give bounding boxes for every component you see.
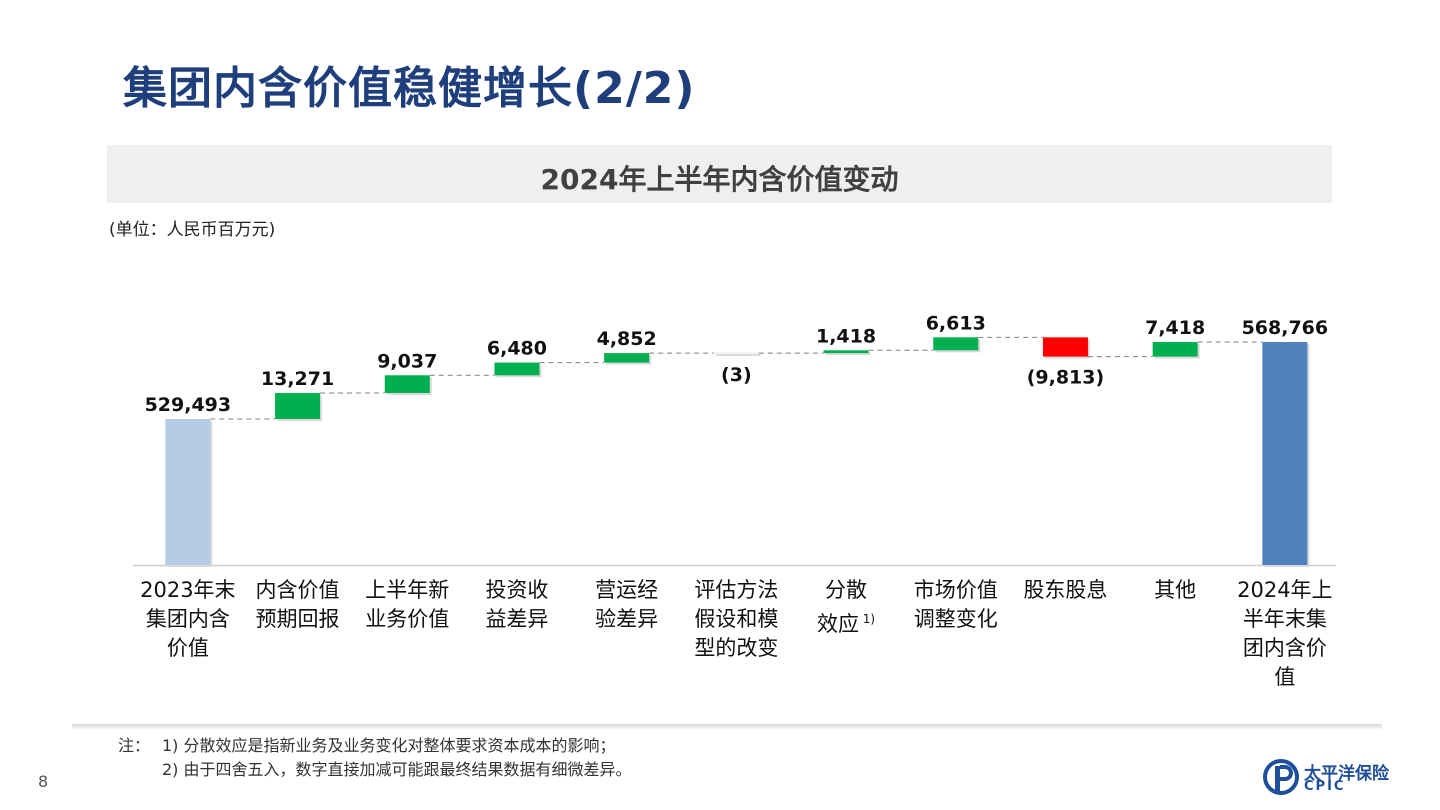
bar-shadow [715, 354, 761, 357]
category-label-8: 市场价值 调整变化 [913, 578, 998, 631]
bar-8 [933, 337, 979, 351]
category-label-7: 分散 效应 1) [816, 578, 876, 636]
category-label-4: 投资收 益差异 [485, 578, 549, 631]
bar-11 [1262, 342, 1308, 565]
bar-3 [384, 375, 430, 393]
category-label-11: 2024年上 半年末集 团内含价值 [1237, 578, 1333, 689]
bar-shadow [825, 352, 871, 356]
category-label-6: 评估方法 假设和模 型的改变 [694, 578, 779, 660]
data-label-9: (9,813) [1027, 367, 1104, 389]
data-label-3: 9,037 [377, 350, 437, 372]
footnote-2: 2) 由于四舍五入，数字直接加减可能跟最终结果数据有细微差异。 [162, 760, 632, 779]
data-label-8: 6,613 [926, 312, 986, 334]
logo-name-cn: 太平洋保险 [1304, 764, 1389, 784]
bar-6 [713, 352, 759, 355]
chart-title: 2024年上半年内含价值变动 [540, 163, 899, 196]
bar-9 [1042, 337, 1088, 357]
data-label-5: 4,852 [597, 328, 657, 350]
category-label-5: 营运经 验差异 [595, 578, 659, 631]
data-label-4: 6,480 [487, 338, 547, 360]
cpic-logo-icon [1263, 759, 1299, 795]
logo-name-en: CPIC [1304, 779, 1346, 794]
bar-5 [604, 353, 650, 363]
footer-divider [72, 724, 1382, 730]
footnote-prefix: 注： [118, 736, 151, 755]
data-label-11: 568,766 [1242, 317, 1329, 339]
chart-title-band: 2024年上半年内含价值变动 [107, 145, 1332, 203]
waterfall-chart: 529,493 13,271 9,037 6,480 4,852 (3) 1,418 6,61… [133, 312, 1336, 567]
footnotes: 注： 1) 分散效应是指新业务及业务变化对整体要求资本成本的影响； 2) 由于四舍… [118, 734, 632, 782]
data-label-1: 529,493 [145, 394, 232, 416]
data-label-10: 7,418 [1145, 317, 1205, 339]
footnote-mark: 1) [858, 612, 876, 626]
category-label-1: 2023年末 集团内含 价值 [140, 578, 236, 660]
bar-7 [823, 350, 869, 354]
page-title: 集团内含价值稳健增长(2/2) [123, 63, 696, 114]
bar-2 [275, 392, 321, 419]
category-label-9: 股东股息 [1023, 578, 1108, 602]
data-label-7: 1,418 [816, 325, 876, 347]
data-label-6: (3) [721, 364, 752, 386]
footnote-1: 1) 分散效应是指新业务及业务变化对整体要求资本成本的影响； [162, 736, 616, 755]
unit-note: (单位：人民币百万元) [109, 220, 276, 240]
category-label-10: 其他 [1154, 578, 1197, 602]
category-label-2: 内含价值 预期回报 [255, 578, 340, 631]
category-label-3: 上半年新 业务价值 [365, 578, 450, 631]
bar-4 [494, 362, 540, 376]
data-label-2: 13,271 [261, 368, 334, 390]
cpic-logo: 太平洋保险 CPIC [1262, 757, 1412, 797]
bar-1 [165, 419, 211, 565]
page-number: 8 [38, 772, 49, 791]
bar-10 [1152, 342, 1198, 357]
